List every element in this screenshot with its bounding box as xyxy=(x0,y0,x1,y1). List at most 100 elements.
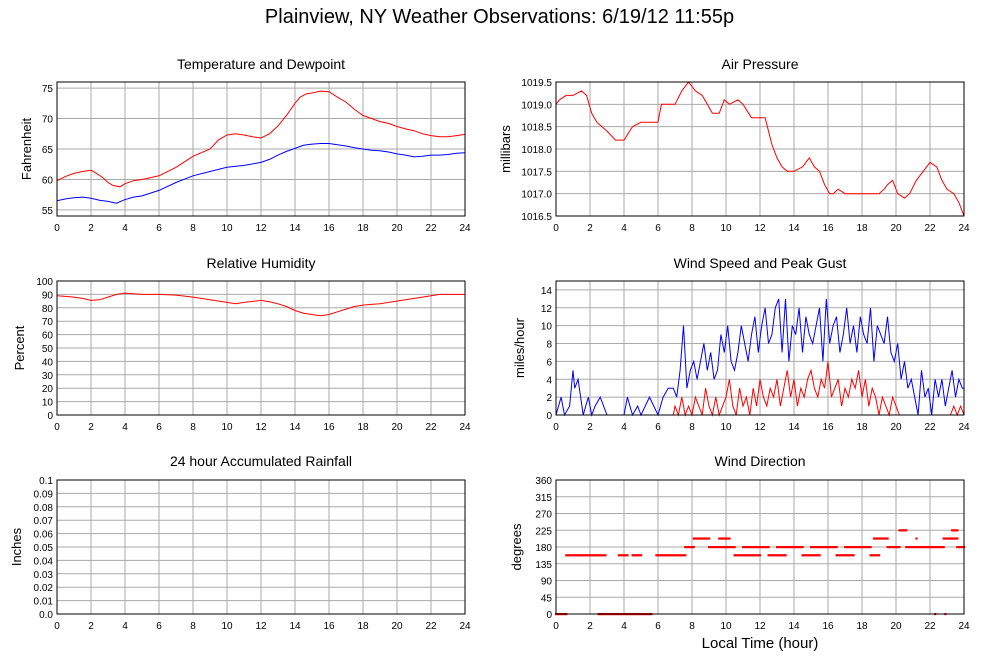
direction-point xyxy=(723,546,726,549)
direction-point xyxy=(623,554,626,557)
direction-point xyxy=(600,554,604,557)
direction-point xyxy=(798,546,801,549)
direction-point xyxy=(844,554,847,557)
wind-xtick-label: 14 xyxy=(788,422,800,433)
humidity-ytick-label: 0 xyxy=(47,411,53,422)
direction-point xyxy=(951,529,954,532)
wind-ylabel: miles/hour xyxy=(512,317,527,378)
direction-point xyxy=(862,546,865,549)
direction-point xyxy=(961,546,964,549)
direction-point xyxy=(869,554,872,557)
humidity-xtick-label: 2 xyxy=(88,422,94,433)
wind-xtick-label: 16 xyxy=(822,422,834,433)
direction-point xyxy=(776,546,779,549)
direction-point xyxy=(752,546,755,549)
direction-point xyxy=(621,554,624,557)
direction-point xyxy=(891,546,894,549)
temp-title: Temperature and Dewpoint xyxy=(177,56,345,72)
direction-point xyxy=(617,554,621,557)
direction-point xyxy=(636,554,639,557)
temp-xtick-label: 12 xyxy=(255,223,267,234)
wind-ytick-label: 10 xyxy=(541,322,553,333)
direction-point xyxy=(713,546,716,549)
direction-point xyxy=(742,554,745,557)
direction-point xyxy=(876,537,879,540)
pressure-xtick-label: 16 xyxy=(822,223,834,234)
pressure-xtick-label: 2 xyxy=(587,223,593,234)
direction-point xyxy=(757,554,760,557)
direction-point xyxy=(725,546,728,549)
direction-point xyxy=(872,537,876,540)
temp-xtick-label: 10 xyxy=(221,223,233,234)
direction-point xyxy=(940,546,944,549)
direction-point xyxy=(821,546,825,549)
direction-point xyxy=(624,554,627,557)
direction-point xyxy=(781,554,784,557)
direction-point xyxy=(714,546,717,549)
direction-point xyxy=(925,546,928,549)
rain-xtick-label: 14 xyxy=(289,621,301,632)
direction-point xyxy=(753,554,757,557)
direction-point xyxy=(774,554,777,557)
direction-point xyxy=(736,554,740,557)
direction-point xyxy=(743,546,746,549)
direction-point xyxy=(835,554,838,557)
pressure-xtick-label: 18 xyxy=(856,223,868,234)
temp-ylabel: Fahrenheit xyxy=(19,118,34,181)
rain-xtick-label: 18 xyxy=(357,621,369,632)
direction-point xyxy=(725,537,728,540)
direction-point xyxy=(954,537,957,540)
direction-point xyxy=(918,546,921,549)
direction-point xyxy=(915,546,918,549)
direction-point xyxy=(672,554,675,557)
direction-point xyxy=(702,537,706,540)
temp-xtick-label: 16 xyxy=(323,223,335,234)
direction-point xyxy=(759,554,762,557)
direction-point xyxy=(692,537,695,540)
humidity-ytick-label: 40 xyxy=(42,357,54,368)
direction-point xyxy=(680,554,683,557)
direction-point xyxy=(728,546,731,549)
direction-point xyxy=(874,537,877,540)
direction-point xyxy=(811,554,814,557)
humidity-xtick-label: 12 xyxy=(255,422,267,433)
direction-point xyxy=(568,554,571,557)
rain-xtick-label: 6 xyxy=(156,621,162,632)
direction-point xyxy=(748,554,751,557)
direction-point xyxy=(762,546,765,549)
wind-xtick-label: 12 xyxy=(754,422,766,433)
direction-point xyxy=(747,546,750,549)
humidity-xtick-label: 10 xyxy=(221,422,233,433)
direction-point xyxy=(589,554,592,557)
direction-point xyxy=(799,546,802,549)
direction-point xyxy=(782,554,785,557)
temp-ytick-label: 75 xyxy=(42,84,54,95)
direction-point xyxy=(660,554,663,557)
pressure-ytick-label: 1018.5 xyxy=(521,123,552,134)
wind-ytick-label: 14 xyxy=(541,286,553,297)
direction-ytick-label: 0 xyxy=(546,610,552,621)
direction-point xyxy=(638,554,641,557)
rain-ytick-label: 0.0 xyxy=(39,610,53,621)
rain-ytick-label: 0.03 xyxy=(34,570,54,581)
direction-point xyxy=(830,546,833,549)
pressure-frame xyxy=(555,81,965,217)
direction-xtick-label: 8 xyxy=(689,621,695,632)
direction-point xyxy=(578,554,581,557)
direction-point xyxy=(750,546,753,549)
direction-point xyxy=(932,546,935,549)
rain-xtick-label: 20 xyxy=(391,621,403,632)
humidity-xtick-label: 20 xyxy=(391,422,403,433)
direction-point xyxy=(692,546,695,549)
direction-ytick-label: 360 xyxy=(535,476,552,487)
direction-point xyxy=(602,554,605,557)
direction-point xyxy=(816,554,819,557)
direction-point xyxy=(867,546,870,549)
direction-point xyxy=(850,546,853,549)
humidity-ytick-label: 10 xyxy=(42,398,54,409)
direction-point xyxy=(789,546,792,549)
humidity-ylabel: Percent xyxy=(12,325,27,370)
direction-point xyxy=(580,554,583,557)
